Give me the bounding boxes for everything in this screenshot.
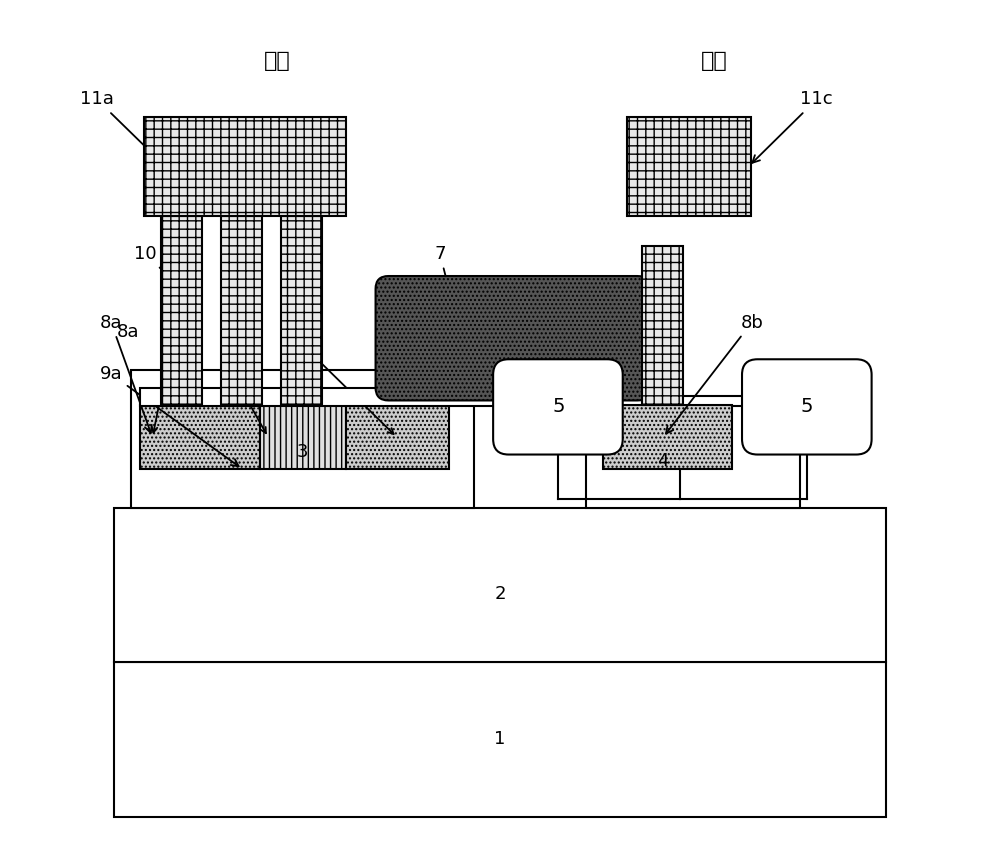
Text: 5: 5 xyxy=(552,397,565,416)
Text: 1: 1 xyxy=(494,730,506,748)
Text: 11a: 11a xyxy=(80,90,162,163)
Bar xyxy=(161,216,202,405)
Text: 9a: 9a xyxy=(100,365,239,467)
Bar xyxy=(388,289,637,387)
Text: 4: 4 xyxy=(657,451,669,469)
Text: 8a: 8a xyxy=(117,323,140,341)
Bar xyxy=(627,117,751,216)
Text: 7: 7 xyxy=(434,245,462,333)
Bar xyxy=(114,662,886,817)
Text: 2: 2 xyxy=(494,585,506,603)
Bar xyxy=(346,405,449,469)
Text: 3: 3 xyxy=(297,443,308,461)
Bar xyxy=(114,508,886,662)
Bar xyxy=(140,387,586,406)
Bar xyxy=(140,405,260,469)
Bar xyxy=(586,396,800,508)
Text: 5: 5 xyxy=(801,397,813,416)
Text: 10: 10 xyxy=(134,245,200,307)
Bar xyxy=(221,216,262,405)
FancyBboxPatch shape xyxy=(493,359,623,455)
Text: 11c: 11c xyxy=(752,90,833,163)
Text: 8a: 8a xyxy=(100,313,152,433)
Bar xyxy=(144,117,346,216)
Text: 漏极: 漏极 xyxy=(701,52,728,71)
Text: 源极: 源极 xyxy=(263,52,290,71)
Bar xyxy=(603,405,732,469)
FancyBboxPatch shape xyxy=(742,359,872,455)
FancyBboxPatch shape xyxy=(376,276,650,400)
Text: 8b: 8b xyxy=(666,313,763,434)
Bar xyxy=(131,370,474,508)
Bar xyxy=(281,216,322,405)
Text: 6: 6 xyxy=(434,348,446,393)
Bar xyxy=(260,405,346,469)
Bar xyxy=(642,246,683,405)
